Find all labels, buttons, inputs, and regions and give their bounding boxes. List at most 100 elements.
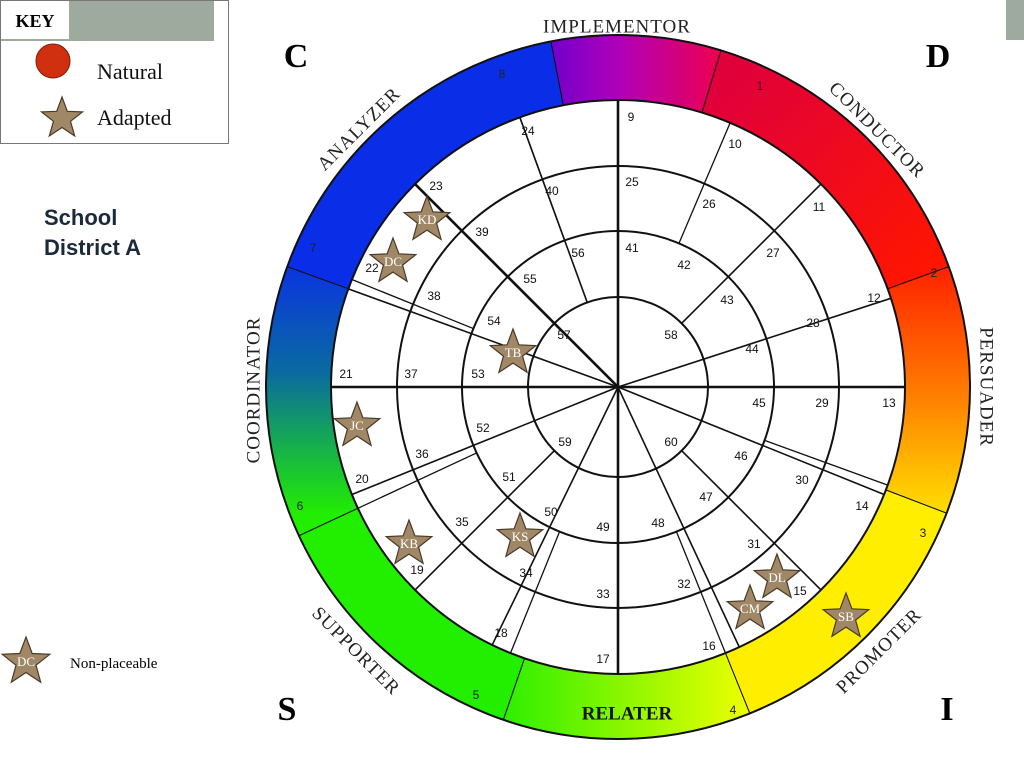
segment-number-14: 14 [855, 499, 869, 513]
school-title: School District A [44, 203, 141, 263]
adapted-star-icon [39, 95, 85, 138]
person-star-ks-initials: KS [512, 529, 529, 544]
segment-number-60: 60 [664, 435, 678, 449]
person-star-jc-initials: JC [350, 418, 364, 433]
non-placeable-star: DC [0, 635, 52, 684]
segment-number-10: 10 [728, 137, 742, 151]
style-label-implementor: IMPLEMENTOR [543, 16, 691, 37]
corner-letter-d: D [926, 38, 951, 75]
person-star-cm-initials: CM [740, 601, 761, 616]
edge-spoke-0 [678, 122, 731, 244]
segment-number-38: 38 [427, 289, 441, 303]
person-star-kb: KB [384, 518, 434, 565]
key-header-bar [69, 1, 214, 41]
segment-number-29: 29 [815, 396, 829, 410]
band-number-3: 3 [920, 526, 927, 540]
band-number-8: 8 [499, 67, 506, 81]
segment-number-13: 13 [882, 396, 896, 410]
person-star-dc: DC [368, 236, 418, 283]
edge-spoke-3 [357, 452, 477, 509]
segment-number-19: 19 [410, 563, 424, 577]
adapted-label: Adapted [97, 105, 172, 130]
person-star-kd: KD [402, 194, 452, 241]
segment-number-17: 17 [596, 652, 610, 666]
segment-number-31: 31 [747, 537, 761, 551]
style-label-coordinator: COORDINATOR [243, 317, 264, 464]
segment-number-22: 22 [365, 261, 379, 275]
key-title: KEY [15, 11, 55, 31]
person-star-cm: CM [725, 583, 775, 630]
corner-letter-c: C [284, 38, 309, 75]
person-star-sb: SB [821, 591, 871, 638]
person-star-dl-shape [752, 552, 802, 599]
person-star-tb-shape [488, 327, 538, 374]
legend-key: KEY Natural Adapted [0, 0, 229, 144]
segment-number-43: 43 [720, 293, 734, 307]
segment-number-48: 48 [651, 516, 665, 530]
segment-number-33: 33 [596, 587, 610, 601]
segment-number-11: 11 [813, 200, 826, 214]
segment-number-15: 15 [793, 584, 807, 598]
segment-number-47: 47 [699, 490, 713, 504]
style-label-relater: RELATER [582, 703, 673, 724]
spoke-5 [617, 386, 885, 496]
segment-number-42: 42 [677, 258, 691, 272]
corner-letter-s: S [278, 691, 297, 728]
segment-number-55: 55 [523, 272, 537, 286]
segment-number-23: 23 [429, 179, 443, 193]
segment-number-50: 50 [544, 505, 558, 519]
outer-ring-border [265, 34, 971, 740]
person-star-cm-shape [725, 583, 775, 630]
person-star-jc-shape [332, 400, 382, 447]
person-star-ks-shape [495, 511, 545, 558]
spoke-1 [348, 288, 619, 388]
segment-number-30: 30 [795, 473, 809, 487]
outer-spoke-3 [681, 450, 822, 591]
person-star-kb-shape [384, 518, 434, 565]
spoke-0 [617, 297, 892, 388]
school-title-line1: School [44, 205, 118, 230]
person-star-tb-initials: TB [505, 345, 522, 360]
outer-spoke-0 [681, 183, 822, 324]
person-star-kd-initials: KD [418, 212, 437, 227]
person-star-kb-initials: KB [400, 536, 418, 551]
segment-number-46: 46 [734, 449, 748, 463]
segment-number-41: 41 [625, 241, 639, 255]
band-number-7: 7 [310, 241, 317, 255]
segment-number-27: 27 [766, 246, 780, 260]
person-star-dc-shape [368, 236, 418, 283]
person-star-kd-shape [402, 194, 452, 241]
segment-number-59: 59 [558, 435, 572, 449]
segment-number-44: 44 [745, 342, 759, 356]
segment-number-12: 12 [867, 291, 881, 305]
key-divider [1, 39, 69, 41]
person-star-sb-shape [821, 591, 871, 638]
band-number-2: 2 [931, 266, 938, 280]
band-number-5: 5 [473, 688, 480, 702]
segment-number-52: 52 [476, 421, 490, 435]
segment-number-32: 32 [677, 577, 691, 591]
non-placeable-star-shape [0, 635, 52, 684]
segment-number-49: 49 [596, 520, 610, 534]
segment-number-39: 39 [475, 225, 489, 239]
segment-number-16: 16 [702, 639, 716, 653]
edge-spoke-6 [764, 439, 888, 486]
band-number-4: 4 [730, 703, 737, 717]
non-placeable-star-initials: DC [17, 654, 35, 669]
header-accent-bar [1006, 0, 1024, 40]
segment-number-56: 56 [571, 246, 585, 260]
natural-circle-icon [35, 43, 71, 79]
person-star-jc: JC [332, 400, 382, 447]
segment-number-45: 45 [752, 396, 766, 410]
corner-letter-i: I [940, 691, 953, 728]
edge-spoke-4 [509, 531, 561, 654]
segment-number-40: 40 [545, 184, 559, 198]
segment-number-28: 28 [806, 316, 820, 330]
segment-number-20: 20 [355, 472, 369, 486]
segment-number-35: 35 [455, 515, 469, 529]
band-number-1: 1 [757, 79, 764, 93]
segment-number-25: 25 [625, 175, 639, 189]
segment-number-36: 36 [415, 447, 429, 461]
person-star-dc-initials: DC [384, 254, 402, 269]
person-star-sb-initials: SB [838, 609, 854, 624]
